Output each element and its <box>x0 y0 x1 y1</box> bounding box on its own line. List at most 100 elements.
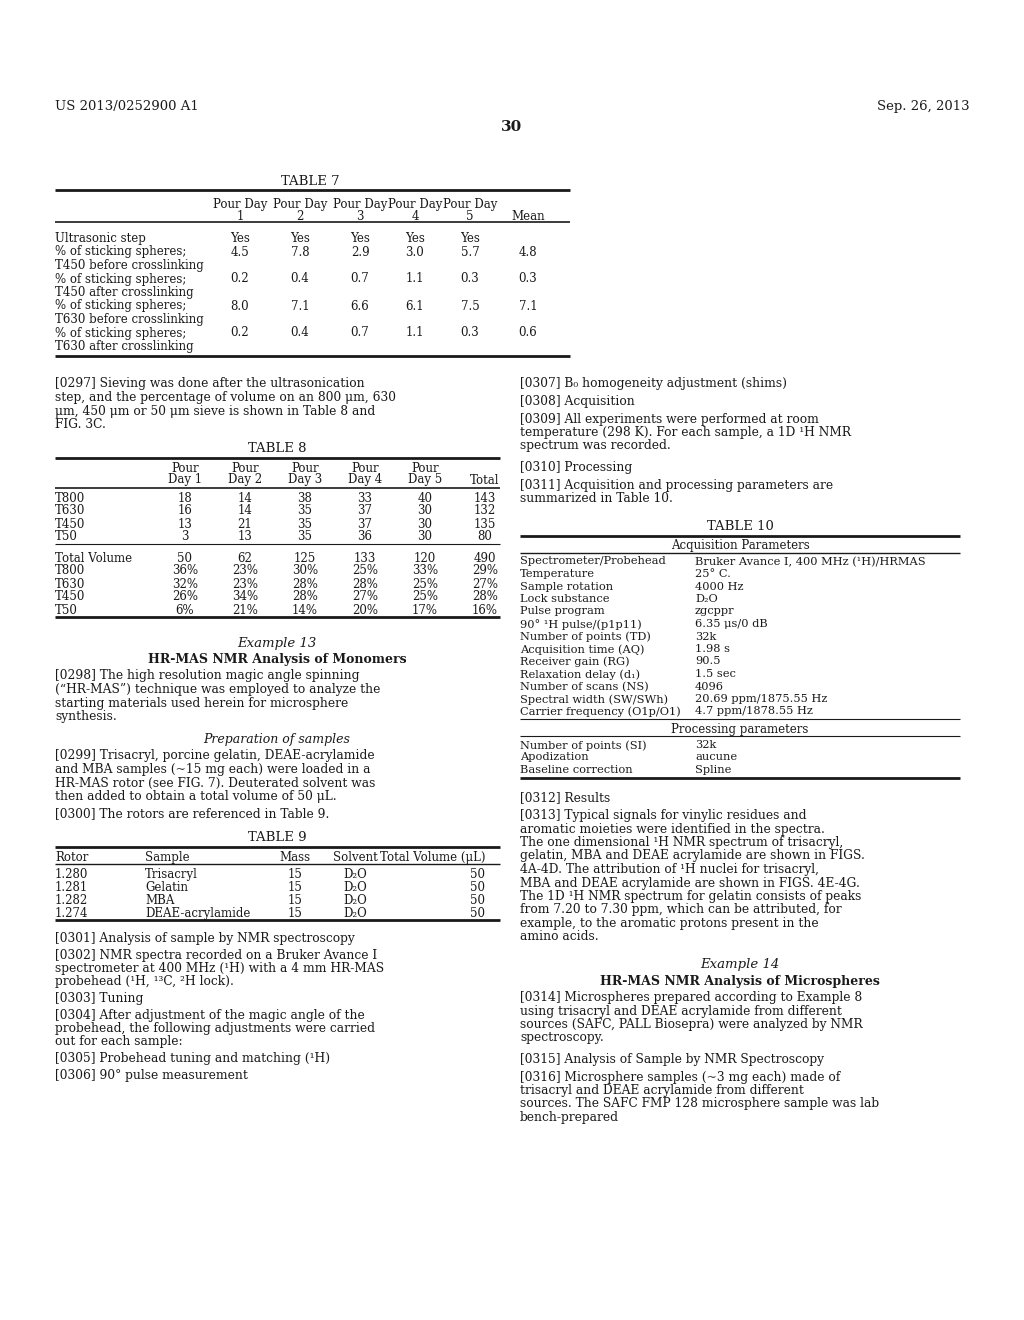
Text: 35: 35 <box>298 504 312 517</box>
Text: 14: 14 <box>238 504 253 517</box>
Text: 1.280: 1.280 <box>55 869 88 880</box>
Text: gelatin, MBA and DEAE acrylamide are shown in FIGS.: gelatin, MBA and DEAE acrylamide are sho… <box>520 850 865 862</box>
Text: then added to obtain a total volume of 50 μL.: then added to obtain a total volume of 5… <box>55 789 337 803</box>
Text: Yes: Yes <box>460 232 480 246</box>
Text: 1.5 sec: 1.5 sec <box>695 669 736 678</box>
Text: aromatic moieties were identified in the spectra.: aromatic moieties were identified in the… <box>520 822 825 836</box>
Text: 14%: 14% <box>292 603 318 616</box>
Text: 62: 62 <box>238 552 253 565</box>
Text: T450 before crosslinking: T450 before crosslinking <box>55 259 204 272</box>
Text: 3.0: 3.0 <box>406 246 424 259</box>
Text: Rotor: Rotor <box>55 851 88 865</box>
Text: (“HR-MAS”) technique was employed to analyze the: (“HR-MAS”) technique was employed to ana… <box>55 682 380 696</box>
Text: Pour Day: Pour Day <box>388 198 442 211</box>
Text: D₂O: D₂O <box>695 594 718 605</box>
Text: 1.1: 1.1 <box>406 272 424 285</box>
Text: Mass: Mass <box>280 851 310 865</box>
Text: temperature (298 K). For each sample, a 1D ¹H NMR: temperature (298 K). For each sample, a … <box>520 426 851 440</box>
Text: Spectrometer/Probehead: Spectrometer/Probehead <box>520 557 666 566</box>
Text: [0313] Typical signals for vinylic residues and: [0313] Typical signals for vinylic resid… <box>520 809 807 822</box>
Text: TABLE 9: TABLE 9 <box>248 832 306 843</box>
Text: from 7.20 to 7.30 ppm, which can be attributed, for: from 7.20 to 7.30 ppm, which can be attr… <box>520 903 842 916</box>
Text: step, and the percentage of volume on an 800 μm, 630: step, and the percentage of volume on an… <box>55 391 396 404</box>
Text: % of sticking spheres;: % of sticking spheres; <box>55 272 186 285</box>
Text: Bruker Avance I, 400 MHz (¹H)/HRMAS: Bruker Avance I, 400 MHz (¹H)/HRMAS <box>695 557 926 566</box>
Text: 15: 15 <box>288 869 302 880</box>
Text: 5.7: 5.7 <box>461 246 479 259</box>
Text: 6.1: 6.1 <box>406 300 424 313</box>
Text: 50: 50 <box>177 552 193 565</box>
Text: 4A-4D. The attribution of ¹H nuclei for trisacryl,: 4A-4D. The attribution of ¹H nuclei for … <box>520 863 819 876</box>
Text: T450: T450 <box>55 590 85 603</box>
Text: Day 3: Day 3 <box>288 474 323 487</box>
Text: DEAE-acrylamide: DEAE-acrylamide <box>145 907 251 920</box>
Text: Pour Day: Pour Day <box>213 198 267 211</box>
Text: Yes: Yes <box>290 232 310 246</box>
Text: [0307] B₀ homogeneity adjustment (shims): [0307] B₀ homogeneity adjustment (shims) <box>520 378 787 391</box>
Text: [0304] After adjustment of the magic angle of the: [0304] After adjustment of the magic ang… <box>55 1008 365 1022</box>
Text: Example 13: Example 13 <box>238 636 316 649</box>
Text: HR-MAS NMR Analysis of Microspheres: HR-MAS NMR Analysis of Microspheres <box>600 975 880 987</box>
Text: 20.69 ppm/1875.55 Hz: 20.69 ppm/1875.55 Hz <box>695 694 827 704</box>
Text: Acquisition time (AQ): Acquisition time (AQ) <box>520 644 644 655</box>
Text: [0314] Microspheres prepared according to Example 8: [0314] Microspheres prepared according t… <box>520 991 862 1005</box>
Text: Yes: Yes <box>406 232 425 246</box>
Text: T630 before crosslinking: T630 before crosslinking <box>55 313 204 326</box>
Text: D₂O: D₂O <box>343 869 367 880</box>
Text: Pour: Pour <box>231 462 259 474</box>
Text: T630: T630 <box>55 578 85 590</box>
Text: [0309] All experiments were performed at room: [0309] All experiments were performed at… <box>520 412 819 425</box>
Text: MBA: MBA <box>145 894 174 907</box>
Text: 15: 15 <box>288 880 302 894</box>
Text: 25%: 25% <box>412 590 438 603</box>
Text: [0302] NMR spectra recorded on a Bruker Avance I: [0302] NMR spectra recorded on a Bruker … <box>55 949 377 961</box>
Text: 0.7: 0.7 <box>350 326 370 339</box>
Text: Day 5: Day 5 <box>408 474 442 487</box>
Text: [0310] Processing: [0310] Processing <box>520 461 632 474</box>
Text: 37: 37 <box>357 504 373 517</box>
Text: 28%: 28% <box>472 590 498 603</box>
Text: FIG. 3C.: FIG. 3C. <box>55 418 105 432</box>
Text: Number of scans (NS): Number of scans (NS) <box>520 681 649 692</box>
Text: Mean: Mean <box>511 210 545 223</box>
Text: 30: 30 <box>418 531 432 544</box>
Text: 490: 490 <box>474 552 497 565</box>
Text: 4: 4 <box>412 210 419 223</box>
Text: 32k: 32k <box>695 631 716 642</box>
Text: [0298] The high resolution magic angle spinning: [0298] The high resolution magic angle s… <box>55 669 359 682</box>
Text: 37: 37 <box>357 517 373 531</box>
Text: 26%: 26% <box>172 590 198 603</box>
Text: 15: 15 <box>288 907 302 920</box>
Text: [0305] Probehead tuning and matching (¹H): [0305] Probehead tuning and matching (¹H… <box>55 1052 330 1065</box>
Text: T800: T800 <box>55 565 85 578</box>
Text: Carrier frequency (O1p/O1): Carrier frequency (O1p/O1) <box>520 706 681 717</box>
Text: % of sticking spheres;: % of sticking spheres; <box>55 300 186 313</box>
Text: 28%: 28% <box>292 578 317 590</box>
Text: 120: 120 <box>414 552 436 565</box>
Text: Receiver gain (RG): Receiver gain (RG) <box>520 656 630 667</box>
Text: using trisacryl and DEAE acrylamide from different: using trisacryl and DEAE acrylamide from… <box>520 1005 842 1018</box>
Text: 25° C.: 25° C. <box>695 569 731 579</box>
Text: [0303] Tuning: [0303] Tuning <box>55 993 143 1005</box>
Text: Yes: Yes <box>230 232 250 246</box>
Text: 7.1: 7.1 <box>291 300 309 313</box>
Text: 50: 50 <box>470 907 485 920</box>
Text: TABLE 8: TABLE 8 <box>248 441 306 454</box>
Text: [0306] 90° pulse measurement: [0306] 90° pulse measurement <box>55 1068 248 1081</box>
Text: 13: 13 <box>238 531 253 544</box>
Text: 0.3: 0.3 <box>461 326 479 339</box>
Text: 25%: 25% <box>412 578 438 590</box>
Text: 0.4: 0.4 <box>291 326 309 339</box>
Text: aucune: aucune <box>695 752 737 763</box>
Text: 27%: 27% <box>472 578 498 590</box>
Text: 5: 5 <box>466 210 474 223</box>
Text: 16%: 16% <box>472 603 498 616</box>
Text: 36: 36 <box>357 531 373 544</box>
Text: 2: 2 <box>296 210 304 223</box>
Text: starting materials used herein for microsphere: starting materials used herein for micro… <box>55 697 348 710</box>
Text: amino acids.: amino acids. <box>520 931 599 944</box>
Text: zgcppr: zgcppr <box>695 606 734 616</box>
Text: D₂O: D₂O <box>343 894 367 907</box>
Text: 14: 14 <box>238 491 253 504</box>
Text: 0.6: 0.6 <box>518 326 538 339</box>
